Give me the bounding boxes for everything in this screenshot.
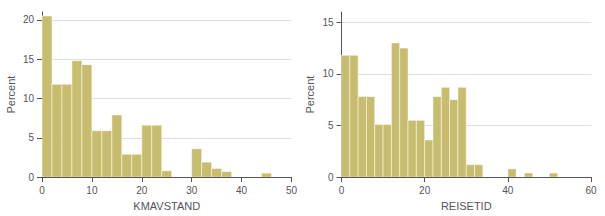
svg-text:20: 20 — [419, 185, 431, 196]
svg-text:KMAVSTAND: KMAVSTAND — [133, 200, 200, 212]
svg-text:10: 10 — [322, 68, 334, 79]
svg-text:5: 5 — [28, 132, 34, 143]
svg-text:30: 30 — [186, 185, 198, 196]
svg-text:0: 0 — [339, 185, 345, 196]
svg-text:Percent: Percent — [5, 76, 17, 114]
svg-text:0: 0 — [39, 185, 45, 196]
svg-text:5: 5 — [328, 120, 334, 131]
svg-text:0: 0 — [28, 172, 34, 183]
svg-text:10: 10 — [23, 93, 35, 104]
svg-text:60: 60 — [585, 185, 597, 196]
svg-text:20: 20 — [136, 185, 148, 196]
svg-text:Percent: Percent — [304, 76, 316, 114]
svg-text:40: 40 — [236, 185, 248, 196]
svg-text:20: 20 — [23, 14, 35, 25]
svg-text:15: 15 — [23, 54, 35, 65]
svg-text:REISETID: REISETID — [441, 200, 492, 212]
svg-text:0: 0 — [328, 172, 334, 183]
svg-text:40: 40 — [502, 185, 514, 196]
svg-text:10: 10 — [86, 185, 98, 196]
svg-text:15: 15 — [322, 17, 334, 28]
svg-text:50: 50 — [286, 185, 298, 196]
